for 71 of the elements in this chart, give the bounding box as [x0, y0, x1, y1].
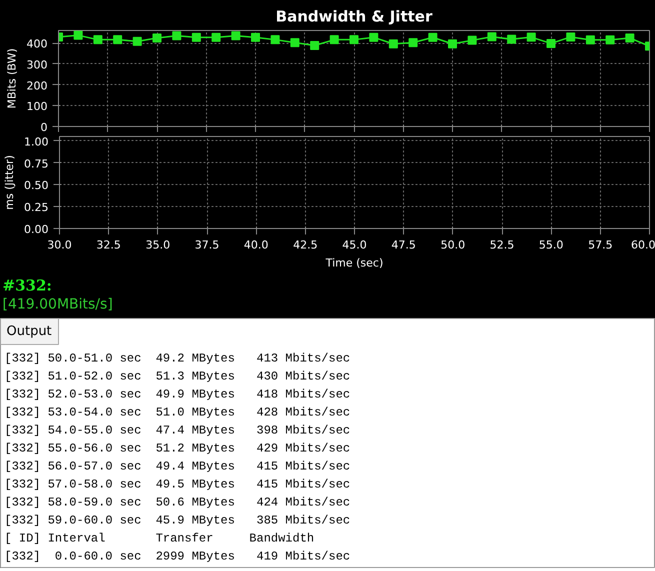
y-tick-label: 100	[26, 100, 48, 114]
point	[251, 32, 260, 42]
y-axis-title: ms (Jitter)	[3, 155, 16, 210]
point	[507, 34, 516, 44]
point	[290, 38, 300, 48]
text: [ ID] Interval Transfer Bandwidth	[4, 532, 314, 546]
y-axis-title: MBits (BW)	[6, 48, 19, 109]
x-tick-label: 35.0	[146, 238, 170, 252]
x-tick-label: 55.0	[538, 238, 564, 252]
point	[93, 35, 102, 44]
y-tick-label: 0.50	[24, 179, 49, 192]
y-tick-label: 0.75	[24, 157, 49, 170]
text: #332:	[2, 276, 52, 294]
point	[310, 41, 320, 50]
text: [332] 50.0-51.0 sec 49.2 MBytes 413 Mbits/sec	[4, 352, 350, 366]
text: [332] 55.0-56.0 sec 51.2 MBytes 429 Mbits/sec	[4, 442, 350, 456]
point	[330, 35, 339, 44]
x-tick-label: 50.0	[440, 238, 466, 252]
y-tick-label: 300	[26, 58, 48, 72]
point	[487, 32, 496, 42]
x-tick-label: 52.5	[490, 238, 514, 252]
point	[74, 30, 83, 40]
point	[428, 32, 438, 42]
y-tick-label: 200	[26, 79, 48, 92]
point	[350, 35, 358, 44]
text: [332] 0.0-60.0 sec 2999 MBytes 419 Mbits/sec	[4, 550, 350, 564]
point	[132, 36, 142, 46]
point	[113, 35, 122, 44]
y-tick-label: 0.25	[24, 201, 49, 214]
x-tick-label: 37.5	[194, 238, 220, 252]
x-tick-label: 30.0	[47, 238, 72, 252]
point	[270, 35, 280, 44]
x-tick-label: 60.0	[631, 238, 655, 252]
text: [332] 58.0-59.0 sec 50.6 MBytes 424 Mbits/sec	[4, 496, 350, 510]
chart-title: Bandwidth & Jitter	[276, 8, 433, 26]
text: [332] 53.0-54.0 sec 51.0 MBytes 428 Mbits/sec	[4, 406, 350, 420]
text: [332] 57.0-58.0 sec 49.5 MBytes 415 Mbits/sec	[4, 478, 350, 492]
text: [332] 51.0-52.0 sec 51.3 MBytes 430 Mbits/sec	[4, 370, 350, 384]
point	[586, 35, 595, 44]
x-tick-label: 40.0	[244, 238, 268, 252]
point	[388, 39, 398, 48]
x-tick-label: 42.5	[293, 238, 318, 252]
y-tick-label: 0.00	[24, 223, 49, 236]
point	[212, 32, 221, 42]
point	[468, 36, 477, 45]
point	[526, 32, 536, 42]
y-tick-label: 1.00	[24, 135, 49, 148]
x-tick-label: 47.5	[391, 238, 416, 252]
point	[152, 34, 162, 43]
point	[546, 38, 556, 48]
text: Output	[6, 324, 52, 339]
text: [332] 54.0-55.0 sec 47.4 MBytes 398 Mbits/sec	[4, 424, 350, 438]
x-tick-label: 45.0	[342, 238, 367, 252]
x-tick-label: 57.5	[588, 238, 613, 252]
x-axis-title: Time (sec)	[324, 256, 384, 270]
text: [332] 56.0-57.0 sec 49.4 MBytes 415 Mbits/sec	[4, 460, 350, 474]
point	[192, 32, 201, 42]
text: [332] 52.0-53.0 sec 49.9 MBytes 418 Mbits/sec	[4, 388, 350, 402]
text: [419.00MBits/s]	[2, 296, 113, 312]
point	[606, 35, 615, 44]
point	[172, 31, 182, 40]
point	[448, 39, 457, 48]
point	[566, 32, 576, 42]
point	[231, 31, 240, 40]
point	[625, 34, 634, 43]
y-tick-label: 400	[26, 38, 48, 51]
x-tick-label: 32.5	[96, 238, 121, 252]
point	[369, 32, 378, 42]
y-tick-label: 0	[40, 121, 48, 134]
text: [332] 59.0-60.0 sec 45.9 MBytes 385 Mbits/sec	[4, 514, 350, 528]
point	[408, 38, 418, 48]
